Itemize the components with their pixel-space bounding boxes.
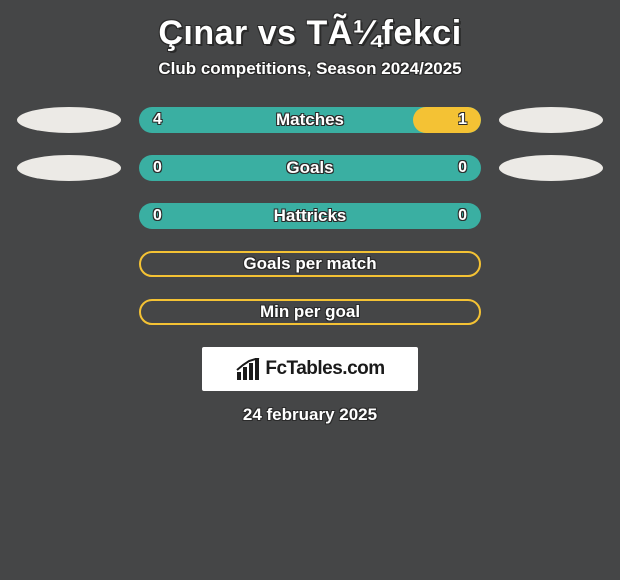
- stat-label: Goals per match: [243, 254, 376, 274]
- stat-bar: 4 1 Matches: [139, 107, 481, 133]
- stat-label: Goals: [286, 158, 333, 178]
- stat-value-right: 1: [458, 111, 467, 129]
- stat-row: Min per goal: [0, 299, 620, 325]
- stat-value-right: 0: [458, 159, 467, 177]
- stat-label: Min per goal: [260, 302, 360, 322]
- player1-marker: [17, 155, 121, 181]
- stat-row: 0 0 Goals: [0, 155, 620, 181]
- stat-value-right: 0: [458, 207, 467, 225]
- logo-text: FcTables.com: [265, 358, 384, 380]
- stat-value-left: 0: [153, 207, 162, 225]
- chart-icon: [235, 358, 261, 380]
- stat-value-left: 0: [153, 159, 162, 177]
- subtitle: Club competitions, Season 2024/2025: [0, 59, 620, 79]
- stats-list: 4 1 Matches 0 0 Goals 0 0 Hattricks Goals per mat…: [0, 107, 620, 325]
- date-label: 24 february 2025: [0, 405, 620, 425]
- stat-row: Goals per match: [0, 251, 620, 277]
- player2-marker: [499, 155, 603, 181]
- stat-bar: Min per goal: [139, 299, 481, 325]
- stat-label: Hattricks: [274, 206, 347, 226]
- source-logo: FcTables.com: [202, 347, 418, 391]
- stat-row: 4 1 Matches: [0, 107, 620, 133]
- page-title: Çınar vs TÃ¼fekci: [0, 14, 620, 53]
- comparison-card: Çınar vs TÃ¼fekci Club competitions, Sea…: [0, 0, 620, 425]
- stat-bar: 0 0 Hattricks: [139, 203, 481, 229]
- stat-value-left: 4: [153, 111, 162, 129]
- stat-bar: 0 0 Goals: [139, 155, 481, 181]
- stat-label: Matches: [276, 110, 344, 130]
- player2-marker: [499, 107, 603, 133]
- stat-bar: Goals per match: [139, 251, 481, 277]
- player1-marker: [17, 107, 121, 133]
- stat-row: 0 0 Hattricks: [0, 203, 620, 229]
- stat-bar-right-fill: [413, 107, 481, 133]
